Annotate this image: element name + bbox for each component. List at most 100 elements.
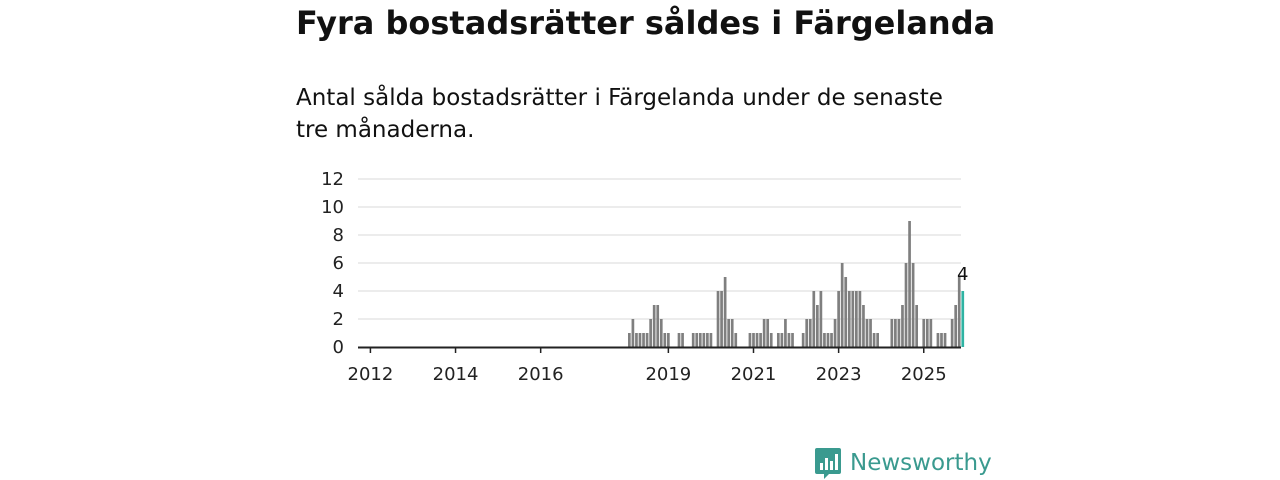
bar bbox=[851, 291, 855, 347]
bar bbox=[720, 291, 723, 347]
bar bbox=[659, 319, 663, 347]
y-tick-label: 12 bbox=[321, 169, 344, 190]
bar bbox=[709, 333, 713, 347]
bar bbox=[691, 333, 695, 347]
x-tick-label: 2016 bbox=[518, 364, 564, 385]
bar bbox=[748, 333, 752, 347]
bar bbox=[723, 277, 727, 347]
x-tick-label: 2021 bbox=[731, 364, 777, 385]
bar bbox=[752, 333, 755, 347]
x-tick-label: 2023 bbox=[816, 364, 862, 385]
bar-value-label: 4 bbox=[957, 264, 968, 285]
bar bbox=[894, 319, 897, 347]
bar bbox=[837, 291, 840, 347]
bar bbox=[677, 333, 681, 347]
bar bbox=[911, 263, 915, 347]
bar bbox=[847, 291, 851, 347]
bar bbox=[730, 319, 734, 347]
data-labels: 4 bbox=[957, 264, 968, 285]
bar bbox=[780, 333, 784, 347]
bar bbox=[631, 319, 635, 347]
bar bbox=[681, 333, 684, 347]
bar bbox=[950, 319, 954, 347]
bar bbox=[635, 333, 638, 347]
y-tick-label: 2 bbox=[333, 309, 344, 330]
x-tick-label: 2012 bbox=[348, 364, 394, 385]
bar bbox=[901, 305, 904, 347]
bar bbox=[812, 291, 816, 347]
bar bbox=[755, 333, 759, 347]
bar bbox=[954, 305, 958, 347]
highlighted-bar bbox=[961, 291, 965, 347]
bar bbox=[940, 333, 943, 347]
bar bbox=[897, 319, 901, 347]
bar bbox=[855, 291, 858, 347]
x-tick-label: 2014 bbox=[433, 364, 479, 385]
bar bbox=[727, 319, 731, 347]
bar bbox=[872, 333, 876, 347]
bar bbox=[869, 319, 872, 347]
bar bbox=[766, 319, 770, 347]
bar bbox=[936, 333, 940, 347]
x-axis-ticks: 2012 2014 2016 2019 2021 2023 2025 bbox=[348, 347, 947, 385]
bar bbox=[805, 319, 809, 347]
y-tick-label: 10 bbox=[321, 197, 344, 218]
bar bbox=[865, 319, 869, 347]
newsworthy-logo[interactable]: Newsworthy bbox=[814, 446, 992, 480]
bar bbox=[769, 333, 773, 347]
bars bbox=[628, 221, 965, 347]
bar bbox=[862, 305, 865, 347]
grid-lines bbox=[358, 178, 961, 320]
bar bbox=[628, 333, 631, 347]
bar bbox=[915, 305, 919, 347]
bar bbox=[652, 305, 656, 347]
bar bbox=[823, 333, 826, 347]
y-tick-label: 4 bbox=[333, 281, 344, 302]
bar bbox=[734, 333, 738, 347]
bar bbox=[876, 333, 879, 347]
bar bbox=[957, 277, 961, 347]
y-tick-label: 6 bbox=[333, 253, 344, 274]
bar bbox=[649, 319, 652, 347]
bar bbox=[787, 333, 791, 347]
bar bbox=[908, 221, 911, 347]
bar bbox=[698, 333, 702, 347]
y-tick-label: 8 bbox=[333, 225, 344, 246]
y-axis-ticks: 0 2 4 6 8 10 12 bbox=[321, 169, 344, 358]
bar bbox=[656, 305, 660, 347]
bar bbox=[642, 333, 645, 347]
bar bbox=[833, 319, 837, 347]
chart-subtitle: Antal sålda bostadsrätter i Färgelanda u… bbox=[296, 85, 943, 143]
bar bbox=[929, 319, 933, 347]
bar bbox=[702, 333, 706, 347]
bar bbox=[925, 319, 929, 347]
bar bbox=[890, 319, 894, 347]
bar bbox=[826, 333, 830, 347]
bar bbox=[762, 319, 766, 347]
bar-chart: 0 2 4 6 8 10 12 2012 2014 2016 2019 2021 2023 2025 4 bbox=[321, 169, 968, 385]
bar bbox=[858, 291, 862, 347]
bar bbox=[784, 319, 787, 347]
bar bbox=[759, 333, 762, 347]
bar bbox=[695, 333, 699, 347]
y-tick-label: 0 bbox=[333, 337, 344, 358]
bar bbox=[776, 333, 780, 347]
x-tick-label: 2019 bbox=[645, 364, 691, 385]
bar bbox=[663, 333, 667, 347]
bar bbox=[791, 333, 794, 347]
bar bbox=[844, 277, 848, 347]
bar bbox=[904, 263, 908, 347]
bar bbox=[716, 291, 720, 347]
bar bbox=[808, 319, 812, 347]
bar bbox=[801, 333, 805, 347]
chart-bubble-icon bbox=[815, 448, 841, 479]
bar bbox=[638, 333, 642, 347]
bar bbox=[667, 333, 670, 347]
page-title: Fyra bostadsrätter såldes i Färgelanda bbox=[296, 4, 996, 42]
bar bbox=[819, 291, 823, 347]
bar bbox=[840, 263, 844, 347]
x-tick-label: 2025 bbox=[901, 364, 947, 385]
bar bbox=[645, 333, 649, 347]
brand-name: Newsworthy bbox=[850, 450, 992, 476]
bar bbox=[922, 319, 926, 347]
